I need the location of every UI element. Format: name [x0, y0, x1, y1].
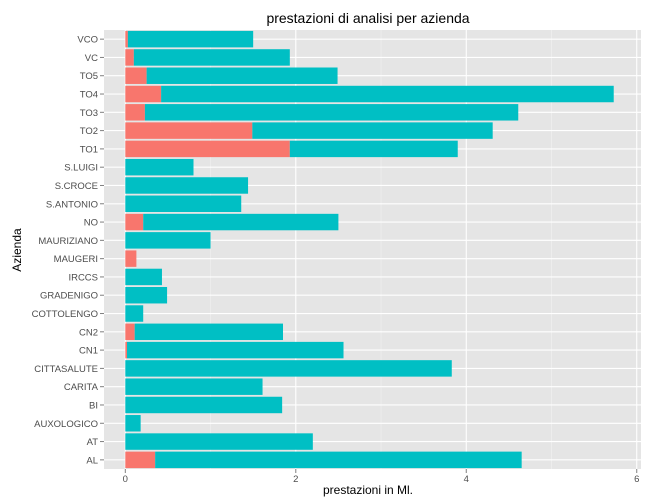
y-tick-label: TO3 — [80, 108, 98, 119]
bar-gradenigo-series-2 — [125, 286, 168, 304]
bar-mauriziano-series-2 — [125, 232, 211, 249]
bar-to1-series-2 — [289, 140, 458, 158]
x-axis: 0 2 4 6 — [123, 469, 639, 485]
bar-carita-series-2 — [125, 378, 263, 395]
bar-vc-series-2 — [133, 49, 290, 66]
x-tick-label: 4 — [464, 474, 469, 485]
y-axis: AL AT AUXOLOGICO BI CARITA CITTASALUTE CN1 CN2 C… — [32, 35, 104, 466]
y-tick-label: VCO — [77, 35, 98, 46]
y-tick-label: COTTOLENGO — [32, 309, 98, 320]
chart-title: prestazioni di analisi per azienda — [266, 10, 469, 26]
y-tick-label: S.CROCE — [55, 181, 98, 192]
bar-irccs-series-2 — [125, 268, 162, 286]
y-tick-label: IRCCS — [68, 272, 98, 283]
bar-maugeri-series-1 — [125, 250, 137, 267]
bar-to4-series-2 — [161, 85, 614, 103]
y-tick-label: CARITA — [64, 382, 99, 393]
y-tick-label: TO5 — [80, 71, 98, 82]
bar-no-series-2 — [143, 213, 339, 231]
bar-no-series-1 — [125, 213, 144, 231]
x-axis-title: prestazioni in Ml. — [323, 483, 413, 497]
y-tick-label: TO4 — [80, 90, 98, 101]
y-axis-title: Azienda — [10, 228, 24, 272]
bar-bi-series-2 — [125, 396, 283, 414]
y-tick-label: GRADENIGO — [40, 291, 98, 302]
y-tick-label: CN1 — [79, 346, 98, 357]
x-tick-label: 6 — [634, 474, 639, 485]
bar-s.antonio-series-2 — [125, 195, 242, 213]
y-tick-label: MAURIZIANO — [38, 236, 98, 247]
y-tick-label: VC — [85, 53, 98, 64]
y-tick-label: CITTASALUTE — [34, 364, 98, 375]
y-tick-label: TO2 — [80, 126, 98, 137]
bar-al-series-2 — [155, 451, 522, 469]
bar-vc-series-1 — [125, 49, 134, 66]
bar-al-series-1 — [125, 451, 156, 469]
bar-cn2-series-1 — [125, 323, 135, 341]
bar-to2-series-2 — [252, 122, 493, 139]
bar-s.luigi-series-2 — [125, 158, 194, 176]
y-tick-label: NO — [84, 218, 98, 229]
y-tick-label: MAUGERI — [54, 254, 98, 265]
y-tick-label: TO1 — [80, 144, 98, 155]
y-tick-label: BI — [89, 400, 98, 411]
y-tick-label: S.ANTONIO — [46, 199, 98, 210]
bar-auxologico-series-2 — [125, 415, 141, 432]
bar-to3-series-1 — [125, 104, 145, 121]
bar-to3-series-2 — [144, 104, 519, 121]
bar-to5-series-2 — [146, 67, 338, 84]
bar-cottolengo-series-2 — [125, 305, 144, 322]
bar-to1-series-1 — [125, 140, 290, 158]
bar-to2-series-1 — [125, 122, 253, 139]
bars — [125, 30, 614, 469]
bar-cn1-series-2 — [127, 341, 344, 359]
bar-s.croce-series-2 — [125, 177, 249, 194]
y-tick-label: AT — [87, 437, 99, 448]
bar-at-series-2 — [125, 433, 313, 450]
bar-vco-series-2 — [127, 30, 254, 48]
y-tick-label: CN2 — [79, 327, 98, 338]
x-tick-label: 0 — [123, 474, 128, 485]
bar-cn2-series-2 — [134, 323, 283, 341]
y-tick-label: S.LUIGI — [64, 163, 98, 174]
y-tick-label: AUXOLOGICO — [34, 419, 98, 430]
bar-cittasalute-series-2 — [125, 360, 452, 377]
x-tick-label: 2 — [293, 474, 298, 485]
y-tick-label: AL — [86, 455, 98, 466]
bar-to4-series-1 — [125, 85, 162, 103]
bar-vco-series-1 — [125, 30, 128, 48]
bar-to5-series-1 — [125, 67, 147, 84]
bar-cn1-series-1 — [125, 341, 128, 359]
